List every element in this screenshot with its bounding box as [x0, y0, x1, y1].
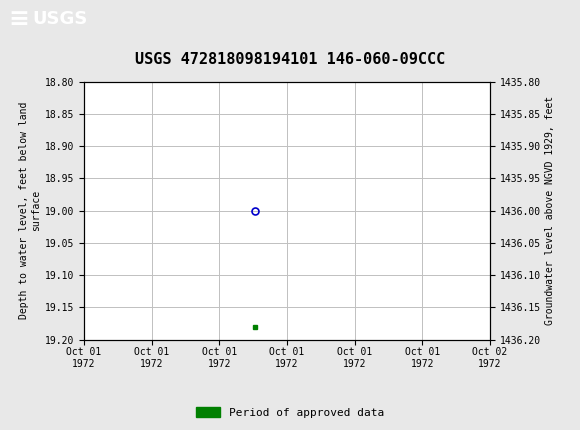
Y-axis label: Depth to water level, feet below land
surface: Depth to water level, feet below land su… [19, 102, 41, 319]
Text: USGS 472818098194101 146-060-09CCC: USGS 472818098194101 146-060-09CCC [135, 52, 445, 67]
Text: ≡: ≡ [9, 7, 30, 31]
Legend: Period of approved data: Period of approved data [191, 403, 389, 422]
Y-axis label: Groundwater level above NGVD 1929, feet: Groundwater level above NGVD 1929, feet [545, 96, 555, 325]
Text: USGS: USGS [32, 10, 87, 28]
